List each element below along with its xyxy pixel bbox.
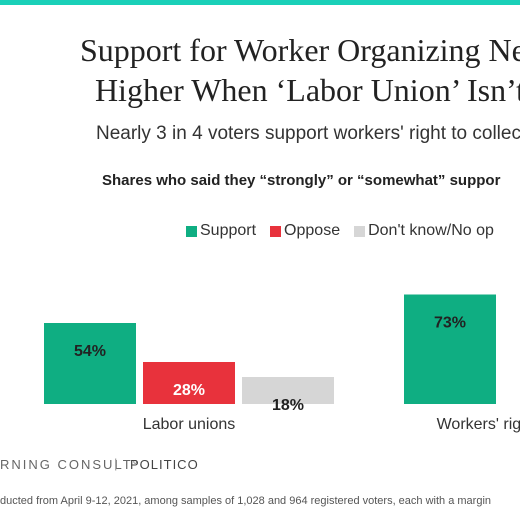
bar-support-0 bbox=[44, 323, 136, 404]
legend-swatch-dont-know bbox=[354, 225, 366, 237]
chart-title-line-2: Higher When ‘Labor Union’ Isn’t bbox=[94, 72, 520, 108]
legend-item-support: Support bbox=[186, 222, 256, 240]
legend-item-dont-know: Don't know/No op bbox=[354, 222, 494, 240]
legend-label-dont-know: Don't know/No op bbox=[368, 222, 494, 239]
chart-subtitle: Nearly 3 in 4 voters support workers' ri… bbox=[96, 123, 520, 144]
category-label-0: Labor unions bbox=[143, 416, 236, 433]
category-label-1: Workers' right t bbox=[437, 416, 520, 433]
bar-dont-know-0 bbox=[242, 377, 334, 404]
data-label-support-0: 54% bbox=[74, 343, 106, 360]
chart-title-line-1: Support for Worker Organizing Nea bbox=[79, 32, 520, 68]
data-label-oppose-0: 28% bbox=[173, 382, 205, 399]
bar-oppose-0 bbox=[143, 362, 235, 404]
data-label-support-1: 73% bbox=[434, 315, 466, 332]
legend-item-oppose: Oppose bbox=[270, 222, 340, 240]
survey-question: Shares who said they “strongly” or “some… bbox=[102, 172, 501, 189]
chart-legend: Support Oppose Don't know/No op bbox=[186, 222, 508, 240]
methodology-note: ducted from April 9-12, 2021, among samp… bbox=[0, 495, 492, 507]
data-label-dont-know-0: 18% bbox=[272, 397, 304, 414]
legend-swatch-support bbox=[186, 225, 197, 237]
legend-swatch-oppose bbox=[270, 225, 282, 237]
footer-source-logo: RNING CONSULT° bbox=[0, 457, 140, 472]
legend-label-support: Support bbox=[200, 222, 257, 239]
accent-top-bar bbox=[0, 0, 520, 5]
legend-label-oppose: Oppose bbox=[284, 222, 341, 239]
bar-support-1 bbox=[404, 294, 496, 404]
bar-chart: 54% 28% 18% Labor unions 73% Workers' right t bbox=[44, 294, 520, 433]
chart-title: Support for Worker Organizing Nea Higher… bbox=[0, 30, 520, 110]
footer-separator: | bbox=[114, 456, 118, 471]
footer-publisher: POLITICO bbox=[130, 457, 199, 472]
